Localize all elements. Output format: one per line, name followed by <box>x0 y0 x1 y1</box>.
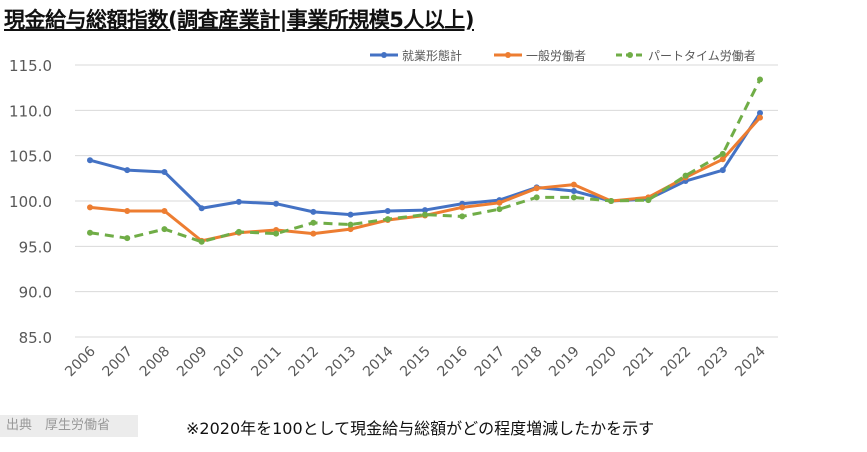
data-point <box>384 207 391 214</box>
x-tick-label: 2010 <box>211 344 248 381</box>
x-tick-label: 2014 <box>360 343 397 380</box>
data-point <box>496 206 503 213</box>
data-point <box>87 229 93 236</box>
data-point <box>161 226 168 233</box>
series-line-2 <box>89 116 762 243</box>
chart-title: 現金給与総額指数(調査産業計|事業所規模5人以上) <box>4 8 474 32</box>
data-point <box>757 114 763 121</box>
data-point <box>608 198 615 204</box>
data-point <box>384 216 391 223</box>
y-tick-label: 115.0 <box>9 57 52 75</box>
x-tick-label: 2009 <box>174 344 211 381</box>
data-point <box>570 181 577 188</box>
x-tick-label: 2023 <box>695 344 732 381</box>
x-tick-label: 2008 <box>137 344 174 381</box>
data-point <box>719 150 726 157</box>
data-point <box>87 204 93 211</box>
data-point <box>347 221 354 228</box>
data-point <box>422 207 428 214</box>
x-tick-label: 2020 <box>583 344 620 381</box>
data-point <box>459 204 466 211</box>
data-point <box>533 194 540 201</box>
series-line-1 <box>89 112 762 217</box>
y-tick-label: 110.0 <box>9 102 52 120</box>
x-tick-label: 2011 <box>248 344 285 381</box>
data-point <box>757 110 763 117</box>
data-point <box>570 188 577 195</box>
data-point <box>310 230 317 237</box>
legend-label: 一般労働者 <box>526 48 586 63</box>
x-tick-label: 2017 <box>472 344 509 381</box>
x-tick-label: 2013 <box>323 344 360 381</box>
data-point <box>570 194 577 201</box>
legend-label: パートタイム労働者 <box>648 49 756 63</box>
legend-marker <box>381 52 387 58</box>
x-tick-label: 2006 <box>62 343 99 380</box>
legend-marker <box>505 52 511 58</box>
x-tick-label: 2022 <box>658 344 695 381</box>
data-point <box>161 207 168 214</box>
data-point <box>719 167 726 174</box>
y-tick-label: 90.0 <box>19 284 52 302</box>
data-point <box>719 156 726 163</box>
data-point <box>124 207 131 214</box>
data-point <box>310 219 317 226</box>
data-point <box>422 211 428 218</box>
x-tick-label: 2019 <box>546 344 583 381</box>
data-point <box>198 238 205 245</box>
x-tick-label: 2016 <box>435 343 472 380</box>
y-tick-label: 105.0 <box>9 148 52 166</box>
data-point <box>645 197 652 204</box>
data-point <box>124 167 131 174</box>
data-point <box>496 199 503 206</box>
data-point <box>533 185 540 192</box>
legend-marker <box>627 52 633 58</box>
data-point <box>87 157 93 164</box>
chart-note: ※2020年を100として現金給与総額がどの程度増減したかを示す <box>186 419 655 438</box>
data-point <box>273 230 280 237</box>
data-point <box>310 208 317 215</box>
data-point <box>161 168 168 175</box>
y-tick-label: 100.0 <box>9 193 52 211</box>
legend-label: 就業形態計 <box>402 48 462 63</box>
data-point <box>124 235 131 242</box>
data-point <box>757 76 763 83</box>
data-point <box>235 198 242 205</box>
data-point <box>235 228 242 235</box>
x-tick-label: 2021 <box>621 344 658 381</box>
data-point <box>459 213 466 220</box>
y-tick-label: 85.0 <box>19 329 52 347</box>
data-point <box>347 226 354 233</box>
y-tick-label: 95.0 <box>19 238 52 256</box>
x-tick-label: 2015 <box>397 344 434 381</box>
data-point <box>198 205 205 212</box>
x-tick-label: 2007 <box>100 344 137 381</box>
x-tick-label: 2018 <box>509 344 546 381</box>
x-tick-label: 2012 <box>286 344 323 381</box>
source-label: 出典 厚生労働省 <box>0 415 138 437</box>
x-tick-label: 2024 <box>732 343 769 380</box>
data-point <box>347 211 354 218</box>
data-point <box>273 200 280 207</box>
data-point <box>682 172 689 179</box>
